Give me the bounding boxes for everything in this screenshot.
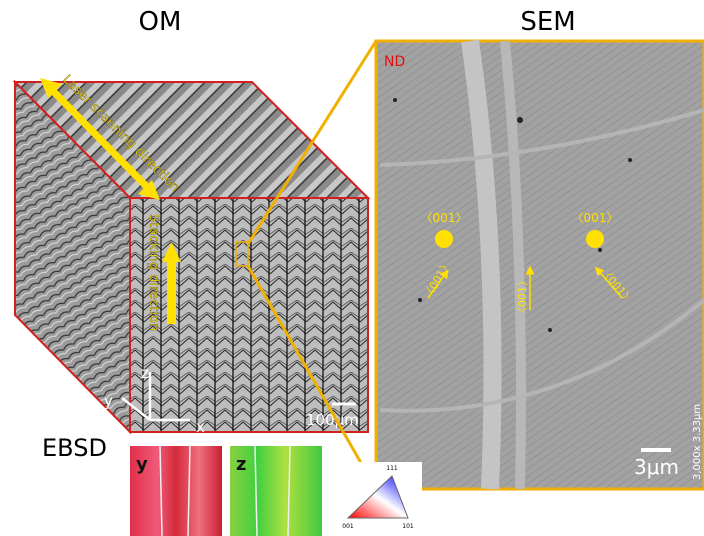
sem-scale: 3μm [634, 455, 679, 479]
orientation-label: 〈001〉 [572, 211, 619, 225]
sem-image [376, 41, 704, 489]
axis-y: y [104, 392, 113, 410]
figure: OM SEM Laser scanning direction Stacking… [0, 0, 704, 536]
ipf-corner: 001 [342, 523, 354, 530]
ebsd-map-label: y [136, 454, 148, 475]
orientation-dot [586, 230, 604, 248]
ipf-corner: 101 [402, 523, 414, 530]
ebsd-title: EBSD [42, 434, 107, 462]
ipf-corner: 111 [386, 465, 398, 472]
ebsd-map-label: z [236, 454, 246, 475]
axis-x: x [196, 418, 205, 436]
instrument-note: 3,000x 3.33μm [692, 404, 703, 480]
nd-label: ND [384, 54, 405, 70]
axis-z: z [141, 364, 149, 382]
arrow-label: 〈001〉 [516, 275, 529, 318]
om-cube [15, 82, 368, 432]
stacking-label: Stacking direction [146, 214, 161, 331]
orientation-dot [435, 230, 453, 248]
sem-title: SEM [520, 7, 575, 37]
orientation-label: 〈001〉 [421, 211, 468, 225]
om-title: OM [139, 7, 182, 37]
stacking-arrow [167, 262, 176, 324]
